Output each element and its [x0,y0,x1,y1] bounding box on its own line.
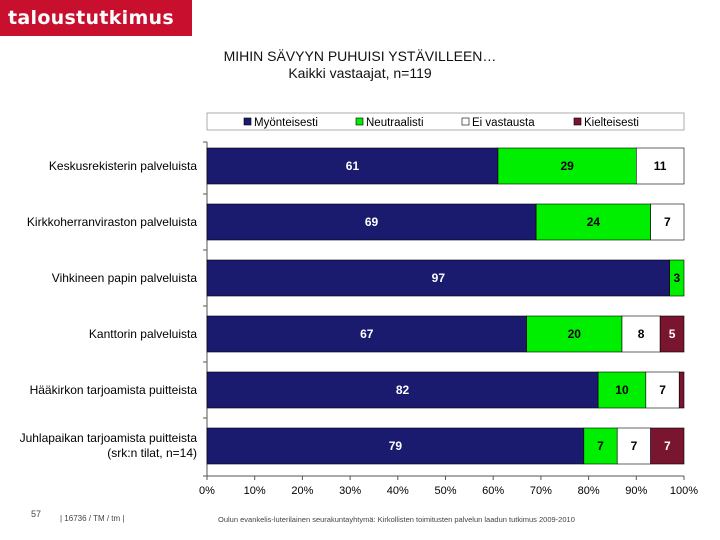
report-code: | 16736 / TM / tm | [60,514,125,523]
legend-swatch-2 [355,117,364,126]
bar-segment [645,371,680,409]
category-label: Vihkineen papin palveluista [52,271,198,285]
data-label: 3 [674,271,681,285]
bar-segment [206,203,537,241]
data-label: 82 [396,383,410,397]
x-tick-label: 100% [670,485,698,497]
x-tick-label: 90% [625,485,647,497]
bar-segment [206,147,499,185]
data-label: 29 [560,159,574,173]
axes: 0% 10% 20% 30% 40% 50% 60% 70% 80% 90% 100% [199,141,698,497]
x-tick-label: 20% [291,485,313,497]
data-label: 7 [631,439,638,453]
bar-segment [635,147,685,185]
bar-segment [526,315,623,353]
legend-label-4: Kielteisesti [584,117,639,129]
legend-label-1: Myönteisesti [254,117,318,129]
x-tick-label: 10% [244,485,266,497]
bar-segment [621,315,661,353]
legend-label-3: Ei vastausta [472,117,535,129]
category-label: Kanttorin palveluista [89,327,197,341]
category-label-sub: (srk:n tilat, n=14) [107,446,197,460]
chart-title-block: MIHIN SÄVYYN PUHUISI YSTÄVILLEEN… Kaikki… [150,48,570,82]
bar-segment [206,371,599,409]
bar-segment [650,427,685,465]
legend: Myönteisesti Neutraalisti Ei vastausta Kiel… [206,112,685,131]
data-label: 69 [365,215,379,229]
data-label: 79 [389,439,403,453]
data-label: 7 [597,439,604,453]
bar-segment [616,427,651,465]
legend-label-2: Neutraalisti [366,117,424,129]
category-label: Kirkkoherranviraston palveluista [27,215,197,229]
data-label: 20 [568,327,582,341]
data-label: 7 [659,383,666,397]
data-label: 61 [346,159,360,173]
bar-segment [678,371,685,409]
category-labels: Keskusrekisterin palveluista Kirkkoherran… [20,159,198,460]
data-label: 67 [360,327,374,341]
bar-segment [535,203,651,241]
category-label: Keskusrekisterin palveluista [49,159,197,173]
data-label: 11 [654,159,667,173]
bar-segment [206,315,527,353]
legend-box [206,112,685,131]
bar-segment [650,203,685,241]
category-label: Juhlapaikan tarjoamista puitteista [20,431,198,445]
bar-segment [669,259,685,297]
data-label: 8 [638,327,645,341]
category-label: Hääkirkon tarjoamista puitteista [30,383,198,397]
brand-logo: taloustutkimus oy [0,0,192,65]
x-tick-label: 50% [434,485,456,497]
legend-swatch-1 [243,117,252,126]
bar-segment [206,427,585,465]
data-label: 7 [664,439,671,453]
bar-segment [597,371,647,409]
x-tick-label: 0% [199,485,215,497]
legend-swatch-3 [461,117,470,126]
bar-segment [497,147,637,185]
chart-subtitle: Kaikki vastaajat, n=119 [288,65,432,81]
source-note: Oulun evankelis-luterilainen seurakuntay… [218,515,575,524]
data-label: 24 [587,215,601,229]
x-tick-label: 40% [387,485,409,497]
bar-segment [206,259,670,297]
bar-segment [659,315,685,353]
x-tick-label: 70% [530,485,552,497]
data-label: 10 [615,383,629,397]
data-label: 7 [664,215,671,229]
data-label: 5 [669,327,676,341]
x-tick-label: 30% [339,485,361,497]
x-tick-label: 80% [578,485,600,497]
data-label: 97 [432,271,446,285]
page-number: 57 [31,509,42,519]
bar-segment [583,427,618,465]
x-tick-label: 60% [482,485,504,497]
legend-swatch-4 [573,117,582,126]
chart-title: MIHIN SÄVYYN PUHUISI YSTÄVILLEEN… [223,48,497,64]
